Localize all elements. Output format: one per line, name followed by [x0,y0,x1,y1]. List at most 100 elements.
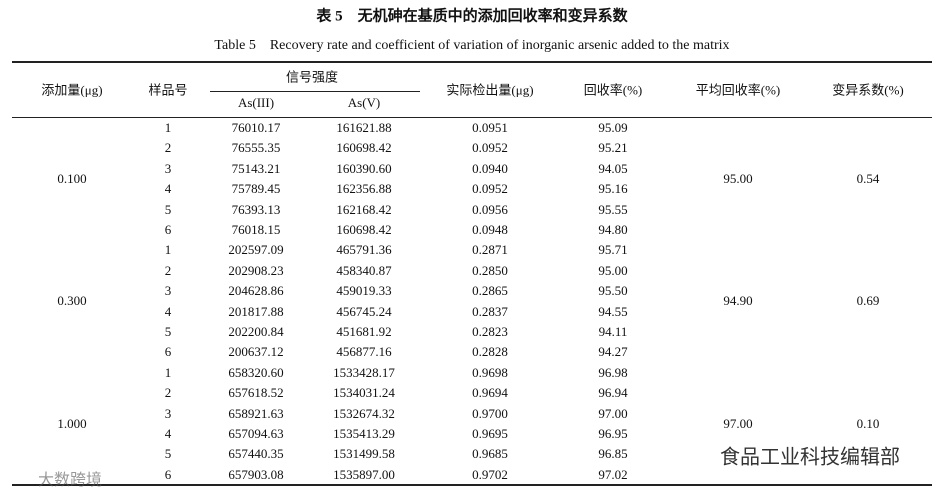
title-cn: 表 5 无机砷在基质中的添加回收率和变异系数 [316,8,628,25]
cell: 0.0952 [472,181,508,197]
cell: 0.0956 [472,201,508,217]
cell: 0.9698 [472,364,508,380]
cell: 201817.88 [228,303,284,319]
header-cell: As(V) [347,95,381,110]
cell: 1532674.32 [333,405,395,421]
cell: 97.00 [598,405,628,421]
cell: 2 [164,385,172,401]
cell: 1 [164,242,172,258]
header-cell: 平均回收率(%) [695,82,781,98]
cell: 1.000 [57,415,87,431]
title-en: Table 5 Recovery rate and coefficient of… [214,38,730,53]
watermark: 大数跨境 [37,470,103,489]
cell: 1 [164,120,172,135]
cell: 0.2850 [472,262,508,278]
header-cell: 变异系数(%) [832,82,904,98]
cell: 94.05 [598,160,628,176]
cell: 0.9700 [472,405,508,421]
cell: 160698.42 [336,140,392,156]
cell: 160698.42 [336,222,392,237]
cell: 1534031.24 [333,385,395,401]
cell: 202200.84 [228,324,284,339]
cell: 657094.63 [228,426,284,441]
cell: 0.0948 [472,222,508,237]
cell: 0.0940 [472,160,508,176]
cell: 94.11 [598,324,628,339]
cell: 657440.35 [228,446,284,462]
cell: 202597.09 [228,242,284,258]
bottom-rule [12,484,932,486]
cell: 1 [164,364,172,380]
cell: 5 [164,201,172,217]
cell: 95.50 [598,283,628,299]
cell: 5 [164,446,172,462]
cell: 4 [164,303,172,319]
cell: 96.95 [598,426,628,441]
cell: 95.21 [598,140,628,156]
cell: 162168.42 [336,201,392,217]
cell: 0.2865 [472,283,508,299]
cell: 0.9694 [472,385,508,401]
cell: 451681.92 [336,324,392,339]
header-cell: 样品号 [148,82,188,98]
cell: 658921.63 [228,405,284,421]
cell: 657618.52 [228,385,284,401]
cell: 76555.35 [231,140,281,156]
cell: 0.2837 [472,303,508,319]
cell: 97.02 [598,466,628,482]
cell: 1535897.00 [333,466,395,482]
cell: 0.2828 [472,344,508,360]
cell: 4 [164,181,172,197]
cell: 657903.08 [228,466,284,482]
cell: 95.55 [598,201,628,217]
header-cell: 回收率(%) [583,82,643,98]
cell: 95.00 [598,262,628,278]
cell: 3 [164,405,172,421]
cell: 459019.33 [336,283,392,299]
cell: 0.10 [856,415,880,431]
cell: 465791.36 [336,242,392,258]
cell: 76010.17 [231,120,281,135]
cell: 75789.45 [231,181,281,197]
cell: 3 [164,160,172,176]
cell: 94.90 [723,293,753,309]
cell: 0.0951 [472,120,508,135]
cell: 2 [164,262,172,278]
cell: 94.27 [598,344,628,360]
cell: 161621.88 [336,120,392,135]
cell: 200637.12 [228,344,284,360]
cell: 160390.60 [336,160,392,176]
cell: 97.00 [723,415,753,431]
cell: 6 [164,222,172,237]
cell: 96.98 [598,364,628,380]
cell: 0.2823 [472,324,508,339]
cell: 0.69 [856,293,880,309]
cell: 1533428.17 [333,364,395,380]
header-cell: 实际检出量(μg) [446,82,534,98]
cell: 75143.21 [231,160,281,176]
cell: 5 [164,324,172,339]
cell: 95.16 [598,181,628,197]
cell: 202908.23 [228,262,284,278]
cell: 204628.86 [228,283,284,299]
cell: 96.94 [598,385,628,401]
cell: 95.00 [723,171,753,186]
cell: 658320.60 [228,364,284,380]
cell: 0.9695 [472,426,508,441]
header-rule [12,117,932,118]
watermark: 食品工业科技编辑部 [720,444,900,469]
cell: 94.55 [598,303,628,319]
cell: 76018.15 [231,222,281,237]
cell: 95.09 [598,120,628,135]
cell: 6 [164,344,172,360]
cell: 0.0952 [472,140,508,156]
cell: 2 [164,140,172,156]
header-cell: As(III) [237,95,275,110]
cell: 4 [164,426,172,441]
cell: 3 [164,283,172,299]
group-rule [210,91,420,92]
cell: 458340.87 [336,262,392,278]
cell: 0.9685 [472,446,508,462]
cell: 456745.24 [336,303,392,319]
